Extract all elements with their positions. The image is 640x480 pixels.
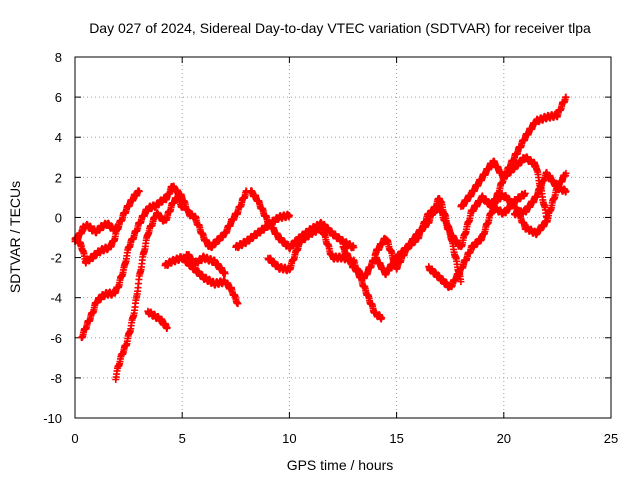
data-point: [521, 189, 529, 197]
y-tick-label: -10: [43, 411, 62, 426]
data-point: [562, 93, 570, 101]
data-point: [135, 187, 143, 195]
series-arc-3: [77, 183, 175, 342]
data-point: [562, 187, 570, 195]
data-point: [378, 314, 386, 322]
data-point: [350, 244, 358, 252]
x-tick-label: 15: [389, 431, 403, 446]
plot-frame: [74, 56, 612, 419]
data-point: [221, 270, 229, 278]
series-arc-9: [232, 210, 293, 252]
y-axis-label: SDTVAR / TECUs: [7, 181, 23, 293]
chart-title: Day 027 of 2024, Sidereal Day-to-day VTE…: [89, 20, 591, 36]
series-arc-5: [144, 307, 171, 332]
data-point: [163, 324, 171, 332]
series-arc-12: [339, 195, 465, 286]
data-layer: [71, 93, 570, 383]
y-tick-label: 0: [55, 210, 62, 225]
series-arc-6: [161, 253, 242, 308]
y-tick-label: -8: [50, 371, 62, 386]
series-arc-17: [511, 168, 570, 219]
y-tick-label: 4: [55, 130, 62, 145]
y-tick-label: -6: [50, 331, 62, 346]
data-point: [457, 278, 465, 286]
y-tick-label: -2: [50, 251, 62, 266]
x-tick-label: 20: [497, 431, 511, 446]
x-axis-label: GPS time / hours: [287, 457, 394, 473]
data-point: [234, 300, 242, 308]
y-tick-label: 8: [55, 50, 62, 65]
y-tick-label: 2: [55, 170, 62, 185]
data-point: [562, 169, 570, 177]
x-tick-label: 5: [179, 431, 186, 446]
series-arc-15: [457, 153, 551, 221]
series-arc-13: [371, 189, 529, 273]
y-tick-label: 6: [55, 90, 62, 105]
series-arc-1: [71, 219, 122, 246]
x-tick-label: 0: [71, 431, 78, 446]
series-arc-8: [182, 251, 229, 278]
y-tick-label: -4: [50, 291, 62, 306]
series-arc-10: [247, 187, 358, 253]
series-arc-14: [425, 93, 570, 291]
series-arc-7: [167, 182, 251, 252]
x-tick-label: 25: [604, 431, 618, 446]
data-point: [285, 211, 293, 219]
series-arc-4: [112, 194, 186, 383]
x-tick-label: 10: [282, 431, 296, 446]
